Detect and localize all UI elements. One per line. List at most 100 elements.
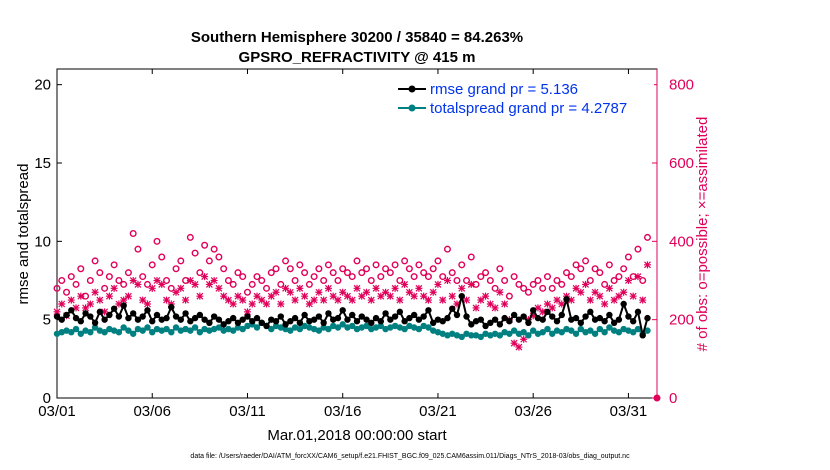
rmse-point xyxy=(368,319,375,326)
obs-assimilated-point xyxy=(320,296,328,304)
obs-assimilated-point xyxy=(567,296,575,304)
obs-possible-point xyxy=(586,277,594,285)
rmse-point xyxy=(120,302,127,309)
obs-assimilated-point xyxy=(472,304,480,312)
rmse-point xyxy=(253,314,261,322)
rmse-point xyxy=(115,313,123,320)
obs-possible-point xyxy=(72,280,80,288)
rmse-point xyxy=(458,292,465,300)
obs-possible-point xyxy=(139,273,147,281)
obs-assimilated-point xyxy=(243,308,251,316)
obs-possible-point xyxy=(610,277,618,285)
spread-point xyxy=(339,321,346,328)
obs-assimilated-point xyxy=(263,300,271,308)
obs-possible-point xyxy=(248,280,256,288)
obs-possible-point xyxy=(134,245,142,253)
rmse-point xyxy=(620,300,627,308)
obs-possible-point xyxy=(567,273,575,281)
spread-point xyxy=(87,329,94,336)
obs-assimilated-point xyxy=(248,300,256,308)
rmse-point xyxy=(629,318,637,325)
obs-assimilated-point xyxy=(601,300,609,308)
obs-possible-point xyxy=(558,280,566,288)
spread-point xyxy=(587,327,594,334)
rmse-point xyxy=(420,313,427,320)
obs-assimilated-point xyxy=(224,296,232,304)
rmse-point xyxy=(177,316,185,323)
obs-possible-point xyxy=(115,277,123,285)
obs-assimilated-point xyxy=(277,300,285,308)
rmse-point xyxy=(96,308,104,316)
rmse-point xyxy=(372,314,380,322)
rmse-point xyxy=(510,311,518,319)
obs-assimilated-point xyxy=(258,296,266,304)
rmse-point xyxy=(339,307,346,314)
obs-possible-point xyxy=(186,233,194,241)
obs-assimilated-point xyxy=(129,277,137,284)
rmse-point xyxy=(358,313,365,320)
rmse-point xyxy=(449,305,456,312)
obs-possible-point xyxy=(53,284,61,292)
obs-assimilated-point xyxy=(86,300,94,308)
obs-assimilated-point xyxy=(363,288,371,296)
obs-assimilated-point xyxy=(424,296,432,304)
rmse-point xyxy=(401,318,408,325)
rmse-point xyxy=(477,316,485,323)
obs-assimilated-point xyxy=(605,284,613,292)
rmse-point xyxy=(210,313,218,320)
obs-assimilated-point xyxy=(324,284,332,292)
obs-assimilated-point xyxy=(443,277,451,284)
spread-point xyxy=(187,327,194,334)
spread-point xyxy=(415,325,423,333)
rmse-point xyxy=(644,314,651,322)
obs-assimilated-point xyxy=(586,296,594,304)
obs-possible-point xyxy=(77,265,85,273)
spread-point xyxy=(568,327,575,334)
rmse-point xyxy=(153,311,161,319)
rmse-point xyxy=(82,310,89,317)
spread-point xyxy=(544,325,551,333)
rmse-series xyxy=(53,292,651,339)
rmse-point xyxy=(453,311,461,319)
obs-possible-point xyxy=(429,265,437,273)
x-tick-label: 03/01 xyxy=(38,403,76,420)
obs-possible-point xyxy=(377,273,385,281)
spread-point xyxy=(615,329,623,336)
obs-assimilated-point xyxy=(163,296,171,304)
obs-possible-point xyxy=(420,269,428,277)
spread-point xyxy=(596,325,604,333)
spread-point xyxy=(125,327,132,334)
obs-possible-point xyxy=(467,253,475,261)
obs-possible-point xyxy=(424,273,432,281)
obs-assimilated-point xyxy=(491,304,499,312)
obs-possible-point xyxy=(624,253,632,261)
obs-possible-point xyxy=(553,277,561,285)
obs-possible-point xyxy=(63,288,71,296)
y-tick-label: 5 xyxy=(43,312,51,329)
obs-possible-point xyxy=(329,269,337,277)
y-axis-right-label: # of obs: o=possible; ×=assimilated xyxy=(694,117,711,352)
obs-assimilated-point xyxy=(334,296,342,304)
obs-possible-point xyxy=(643,233,651,241)
obs-possible-point xyxy=(224,277,232,285)
rmse-point xyxy=(101,316,108,323)
obs-possible-point xyxy=(482,269,490,277)
obs-possible-point xyxy=(439,273,447,281)
obs-assimilated-point xyxy=(77,292,85,300)
rmse-point xyxy=(53,313,61,320)
x-tick-label: 03/06 xyxy=(133,403,171,420)
obs-assimilated-point xyxy=(467,280,475,288)
obs-assimilated-point xyxy=(415,284,423,292)
obs-possible-point xyxy=(382,265,390,273)
rmse-point xyxy=(553,318,561,325)
obs-assimilated-point xyxy=(405,288,413,296)
spread-point xyxy=(477,333,485,341)
obs-possible-point xyxy=(434,257,442,265)
rmse-point xyxy=(87,313,94,320)
obs-possible-point xyxy=(529,280,537,288)
obs-possible-point xyxy=(153,237,161,245)
rmse-point xyxy=(110,305,118,312)
obs-possible-point xyxy=(634,245,642,253)
obs-assimilated-point xyxy=(177,284,185,292)
obs-possible-point xyxy=(324,261,332,269)
